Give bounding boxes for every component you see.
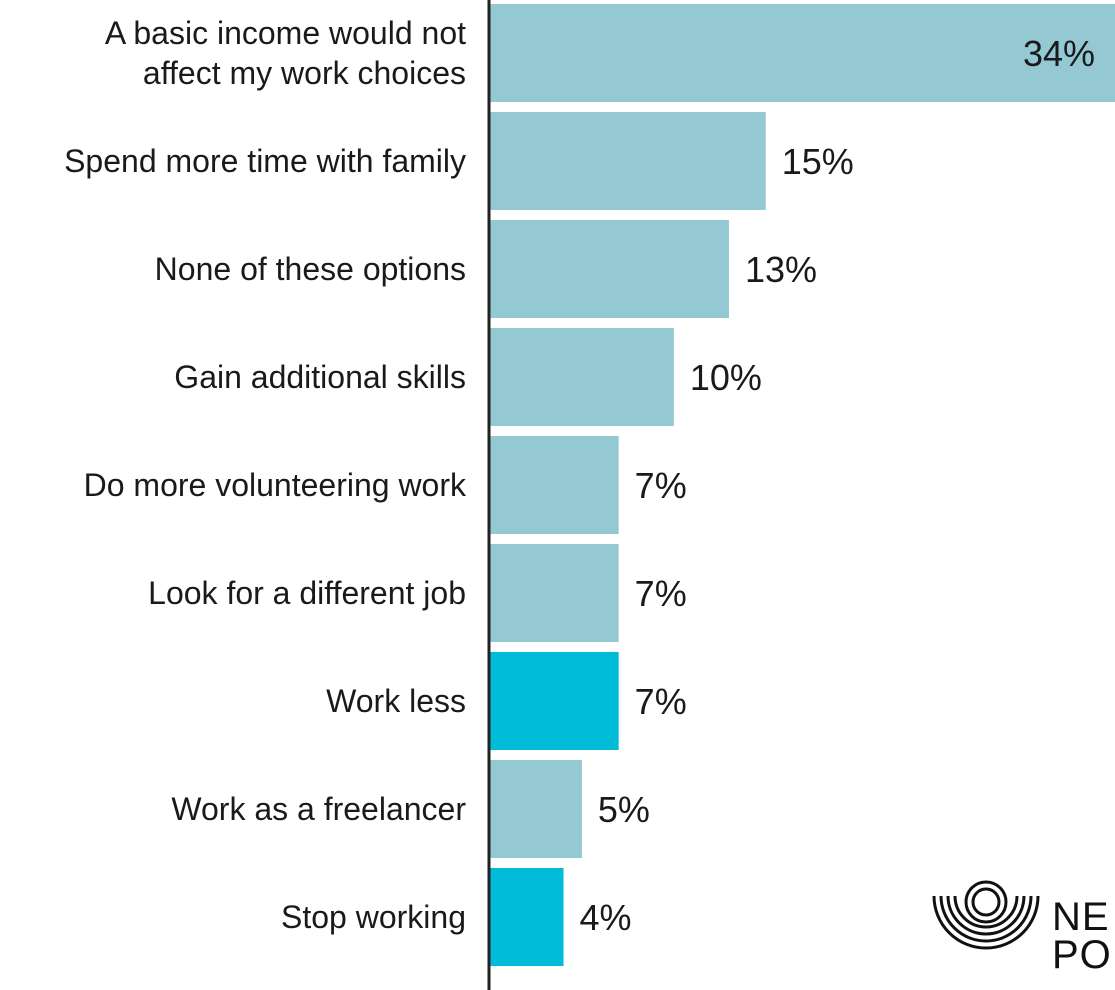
logo: NE PO — [932, 880, 1112, 977]
logo-text-line1: NE — [1052, 895, 1110, 939]
bar — [490, 544, 619, 642]
value-label: 13% — [745, 249, 817, 290]
value-label: 7% — [635, 573, 687, 614]
value-label: 7% — [635, 465, 687, 506]
bar — [490, 652, 619, 750]
category-label: Spend more time with family — [64, 143, 466, 179]
value-label: 5% — [598, 789, 650, 830]
category-labels: A basic income would not affect my work c… — [64, 15, 467, 935]
bars-group — [490, 4, 1115, 966]
bar — [490, 868, 564, 966]
category-label: None of these options — [155, 251, 466, 287]
value-label: 34% — [1023, 33, 1095, 74]
category-label: Work as a freelancer — [171, 791, 466, 827]
bar — [490, 220, 729, 318]
category-label: Stop working — [281, 899, 466, 935]
value-labels: 34% 15% 13% 10% 7% 7% 7% 5% 4% — [580, 33, 1095, 938]
category-label: Gain additional skills — [174, 359, 466, 395]
category-label: Do more volunteering work — [84, 467, 467, 503]
bar — [490, 760, 582, 858]
value-label: 10% — [690, 357, 762, 398]
bar — [490, 328, 674, 426]
category-label: A basic income would not affect my work c… — [105, 15, 466, 91]
value-label: 4% — [580, 897, 632, 938]
value-label: 15% — [782, 141, 854, 182]
logo-text-line2: PO — [1052, 933, 1112, 977]
category-label: Look for a different job — [148, 575, 466, 611]
bar — [490, 4, 1115, 102]
value-label: 7% — [635, 681, 687, 722]
concentric-circles-logo-icon — [932, 880, 1040, 950]
category-label: Work less — [326, 683, 466, 719]
bar — [490, 436, 619, 534]
bar — [490, 112, 766, 210]
